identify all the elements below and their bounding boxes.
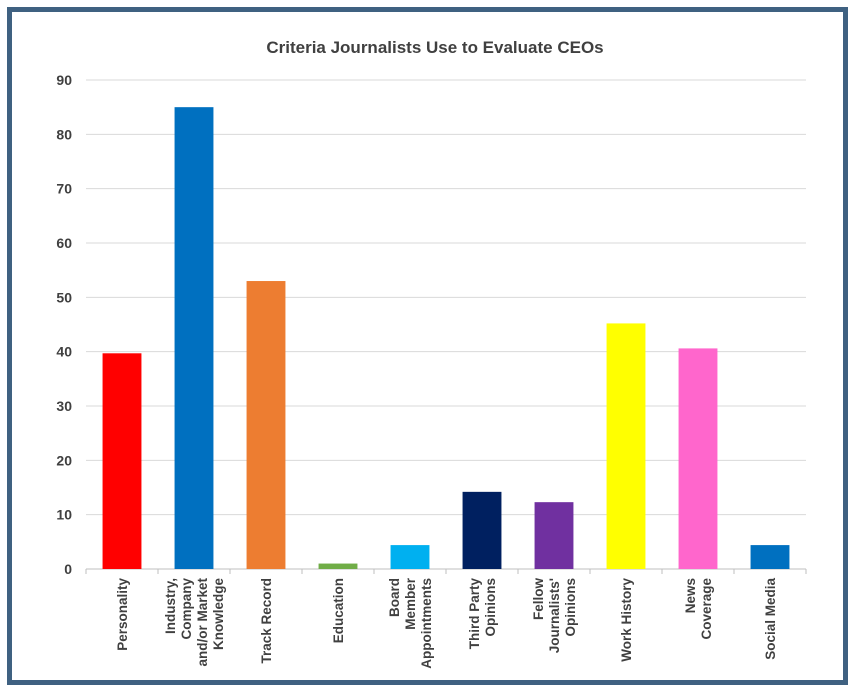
y-tick-label: 90 [56, 72, 72, 88]
chart-frame [7, 7, 848, 685]
y-tick-label: 80 [56, 126, 72, 142]
bar [174, 107, 214, 570]
x-tick-label: Personality [115, 578, 130, 651]
bar [534, 502, 574, 569]
bar [606, 323, 646, 569]
y-tick-label: 10 [56, 507, 72, 523]
x-tick-label: FellowJournalists'Opinions [531, 578, 578, 654]
bar [462, 491, 502, 569]
x-tick-label: Industry,Companyand/or MarketKnowledge [163, 578, 226, 667]
y-tick-label: 50 [56, 289, 72, 305]
bar [678, 348, 718, 569]
y-tick-label: 70 [56, 181, 72, 197]
x-tick-label: Work History [619, 578, 634, 662]
x-tick-label: Third PartyOpinions [467, 578, 498, 650]
bar [750, 545, 790, 569]
y-tick-label: 0 [64, 561, 72, 577]
bar [246, 281, 286, 569]
y-tick-label: 30 [56, 398, 72, 414]
bar [318, 563, 358, 569]
x-tick-label: BoardMemberAppointments [387, 577, 434, 668]
x-tick-label: Social Media [763, 578, 778, 660]
x-tick-label: Education [331, 578, 346, 643]
x-tick-label: Track Record [259, 578, 274, 664]
chart-title: Criteria Journalists Use to Evaluate CEO… [266, 38, 603, 57]
bar [390, 545, 430, 569]
y-tick-label: 20 [56, 452, 72, 468]
y-tick-label: 60 [56, 235, 72, 251]
x-tick-label: NewsCoverage [683, 578, 714, 640]
bar [102, 353, 142, 569]
y-tick-label: 40 [56, 344, 72, 360]
